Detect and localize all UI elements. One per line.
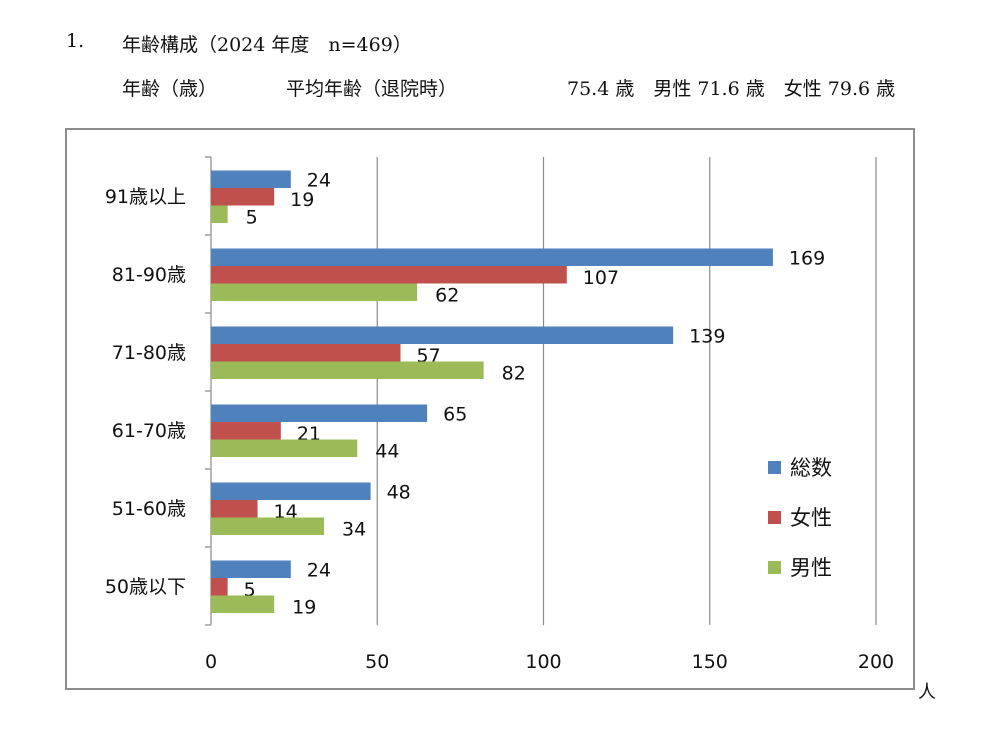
bar-女性 [211,578,228,596]
data-label-女性: 57 [417,345,441,367]
bar-女性 [211,344,401,362]
category-label: 51-60歳 [112,498,186,520]
legend-swatch-男性 [768,561,781,574]
age-label: 年齢（歳） [122,78,218,100]
data-label-総数: 24 [307,559,331,581]
x-tick-label-100: 100 [525,651,561,673]
chart-frame [65,128,915,690]
legend-label-総数: 総数 [790,456,832,480]
heading-title: 年齢構成（2024 年度 n=469） [122,34,412,56]
bar-総数 [211,248,773,266]
bar-女性 [211,422,281,440]
data-label-総数: 48 [387,481,411,503]
bar-女性 [211,266,567,284]
category-label: 81-90歳 [112,264,186,286]
data-label-男性: 5 [246,206,258,228]
data-label-男性: 34 [342,518,366,540]
data-label-女性: 107 [583,267,619,289]
data-label-総数: 24 [307,169,331,191]
bar-女性 [211,500,258,518]
data-label-総数: 169 [789,247,825,269]
data-label-男性: 82 [502,362,526,384]
bar-男性 [211,595,275,613]
data-label-男性: 19 [292,596,316,618]
bar-女性 [211,188,275,206]
data-label-男性: 62 [435,284,459,306]
data-label-女性: 19 [290,189,314,211]
data-label-総数: 139 [689,325,725,347]
bar-男性 [211,361,484,379]
category-label: 71-80歳 [112,342,186,364]
heading-number: 1. [66,30,85,52]
bar-総数 [211,560,291,578]
bar-総数 [211,326,674,344]
bar-総数 [211,170,291,188]
bar-男性 [211,439,358,457]
x-tick-label-150: 150 [692,651,728,673]
bar-男性 [211,205,228,223]
data-label-女性: 14 [274,501,298,523]
bar-男性 [211,283,418,301]
average-age-values: 75.4 歳 男性 71.6 歳 女性 79.6 歳 [567,78,896,100]
bar-男性 [211,517,325,535]
data-label-女性: 21 [297,423,321,445]
category-label: 61-70歳 [112,420,186,442]
x-tick-label-0: 0 [205,651,217,673]
average-age-label: 平均年齢（退院時） [286,78,458,100]
bar-総数 [211,482,371,500]
category-label: 91歳以上 [105,186,186,208]
data-label-女性: 5 [244,579,256,601]
legend-swatch-総数 [768,461,781,474]
legend-swatch-女性 [768,511,781,524]
x-tick-label-50: 50 [365,651,389,673]
data-label-総数: 65 [443,403,467,425]
legend-label-男性: 男性 [790,556,832,580]
x-tick-label-200: 200 [858,651,894,673]
data-label-男性: 44 [375,440,399,462]
bar-総数 [211,404,428,422]
category-label: 50歳以下 [105,576,186,598]
x-axis-unit-label: 人 [918,682,936,703]
legend-label-女性: 女性 [790,506,832,530]
